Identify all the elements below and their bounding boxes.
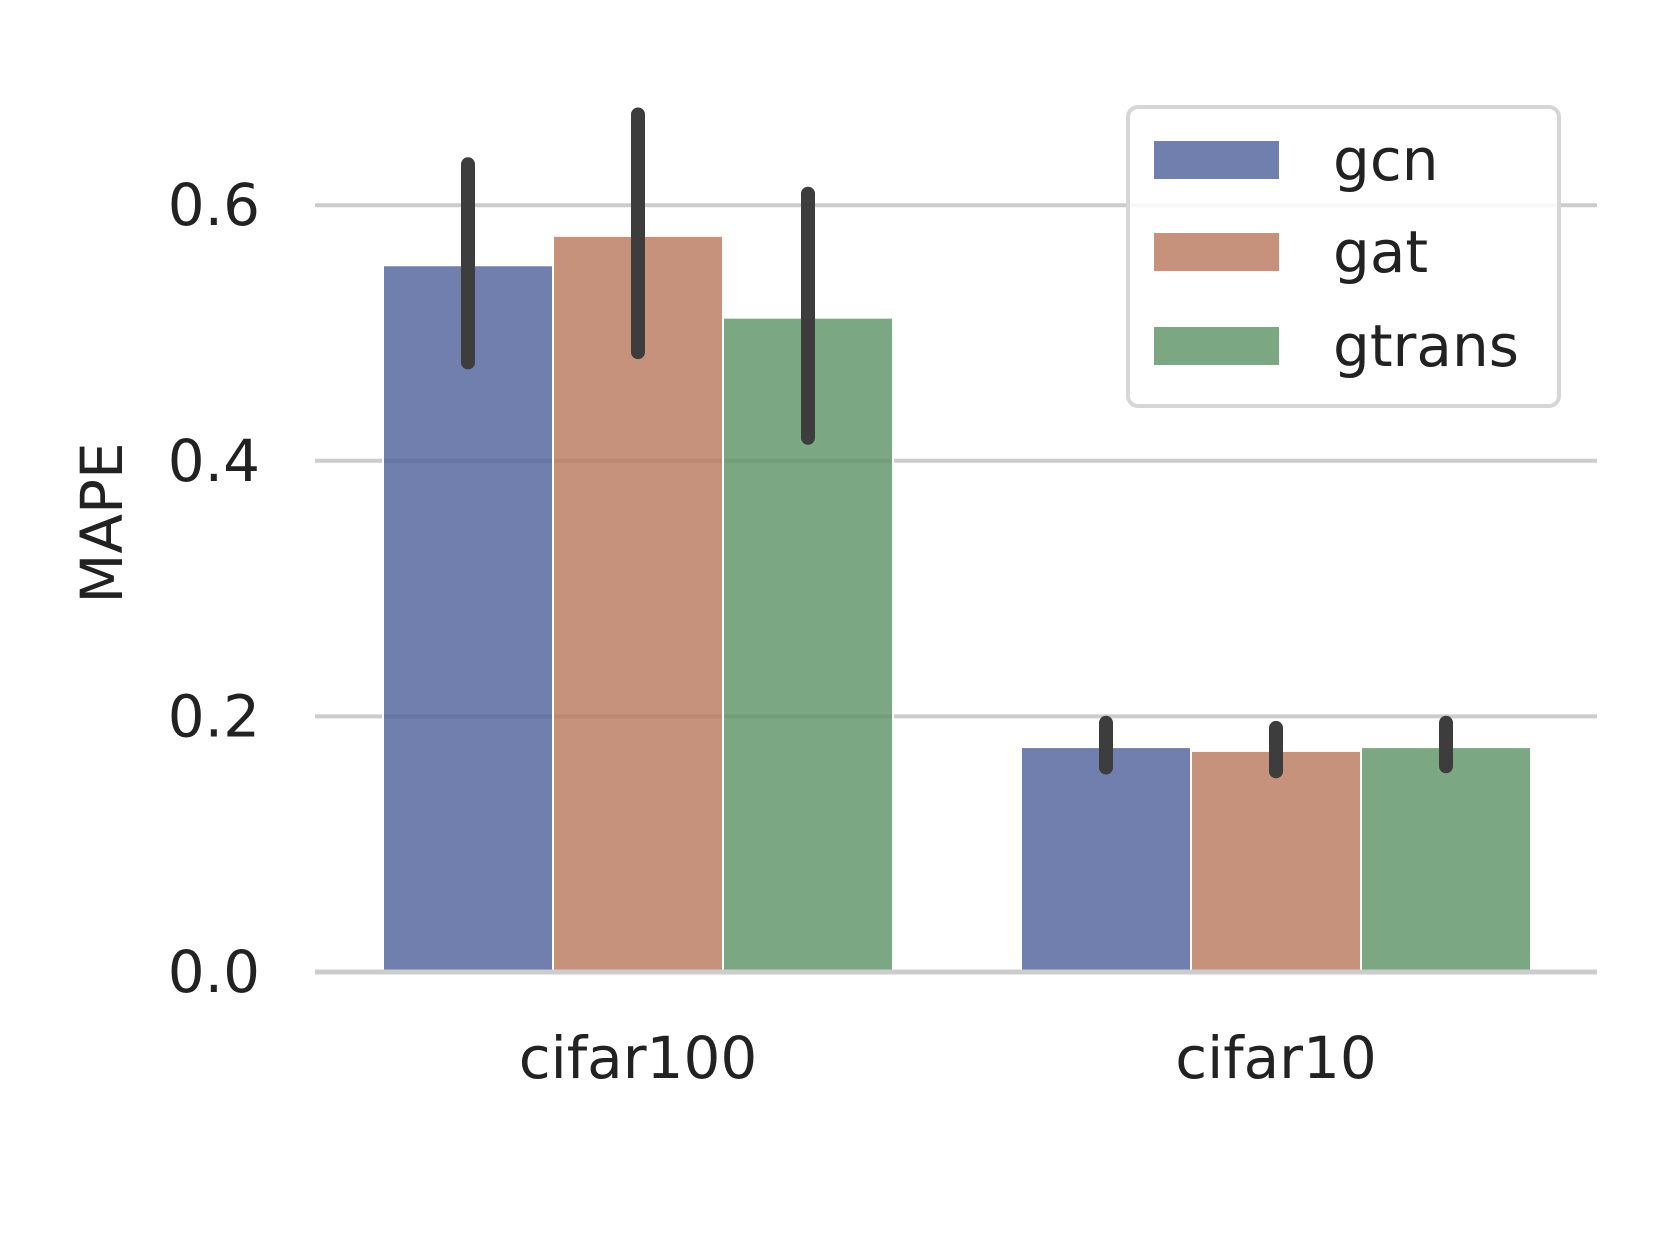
bar-gcn-cifar100: [382, 264, 554, 973]
error-bars: [461, 107, 1453, 779]
y-axis-label: MAPE: [68, 442, 136, 603]
legend-swatch-gtrans: [1152, 325, 1281, 367]
y-tick-label: 0.4: [168, 427, 260, 495]
legend-swatch-gat: [1152, 231, 1281, 273]
bar-gtrans-cifar10: [1360, 746, 1532, 974]
legend-label-gtrans: gtrans: [1333, 312, 1519, 380]
legend-swatch-gcn: [1152, 139, 1281, 181]
y-tick-label: 0.6: [168, 171, 260, 239]
legend: gcn gat gtrans: [1126, 105, 1561, 408]
x-axis-ticks: cifar100 cifar10: [519, 1024, 1377, 1092]
legend-label-gat: gat: [1333, 218, 1428, 286]
bar-gcn-cifar10: [1020, 746, 1192, 974]
y-tick-label: 0.0: [168, 938, 260, 1006]
bar-gat-cifar10: [1190, 749, 1362, 973]
x-tick-label: cifar100: [519, 1024, 758, 1092]
y-tick-label: 0.2: [168, 682, 260, 750]
x-tick-label: cifar10: [1175, 1024, 1377, 1092]
y-axis-ticks: 0.0 0.2 0.4 0.6: [168, 171, 260, 1006]
legend-label-gcn: gcn: [1333, 126, 1438, 194]
